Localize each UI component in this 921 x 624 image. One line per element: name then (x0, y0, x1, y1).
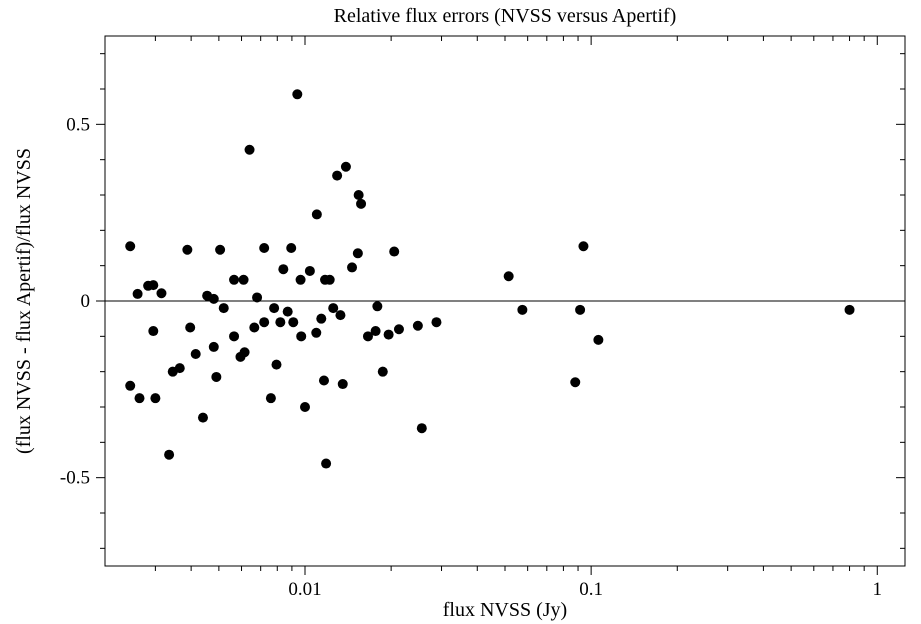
data-point (259, 317, 269, 327)
data-point (288, 317, 298, 327)
data-point (325, 275, 335, 285)
data-point (300, 402, 310, 412)
chart-container: -0.5 0 0.5 0.01 0.1 1 Relative flux errors (NV… (0, 0, 921, 624)
data-point (252, 292, 262, 302)
data-point (305, 266, 315, 276)
data-point (431, 317, 441, 327)
data-point (125, 241, 135, 251)
data-point (240, 347, 250, 357)
x-tick-label: 1 (873, 579, 883, 600)
data-point (593, 335, 603, 345)
scatter-chart: -0.5 0 0.5 0.01 0.1 1 Relative flux errors (NV… (0, 0, 921, 624)
data-point (266, 393, 276, 403)
data-point (578, 241, 588, 251)
data-point (219, 303, 229, 313)
data-point (372, 301, 382, 311)
data-point (338, 379, 348, 389)
data-point (229, 275, 239, 285)
data-point (319, 376, 329, 386)
data-point (353, 248, 363, 258)
data-point (283, 307, 293, 317)
x-tick-label: 0.1 (579, 579, 603, 600)
data-point (156, 288, 166, 298)
data-point (845, 305, 855, 315)
data-point (332, 171, 342, 181)
data-point (286, 243, 296, 253)
data-point (182, 245, 192, 255)
data-point (198, 413, 208, 423)
x-tick-label: 0.01 (288, 579, 321, 600)
chart-title: Relative flux errors (NVSS versus Aperti… (334, 5, 677, 27)
data-point (239, 275, 249, 285)
data-point (133, 289, 143, 299)
data-point (164, 450, 174, 460)
data-point (148, 280, 158, 290)
data-point (354, 190, 364, 200)
data-point (229, 331, 239, 341)
data-point (321, 459, 331, 469)
data-point (259, 243, 269, 253)
data-point (316, 314, 326, 324)
y-tick-label: 0 (81, 291, 91, 312)
data-point (356, 199, 366, 209)
data-point (245, 145, 255, 155)
data-point (570, 377, 580, 387)
data-point (150, 393, 160, 403)
data-point (335, 310, 345, 320)
data-point (211, 372, 221, 382)
data-point (394, 324, 404, 334)
data-point (125, 381, 135, 391)
data-point (575, 305, 585, 315)
data-point (517, 305, 527, 315)
y-tick-label: -0.5 (60, 468, 90, 489)
data-point (417, 423, 427, 433)
data-point (347, 262, 357, 272)
data-point (269, 303, 279, 313)
data-point (209, 294, 219, 304)
x-axis-label: flux NVSS (Jy) (443, 599, 567, 621)
data-point (249, 323, 259, 333)
data-point (504, 271, 514, 281)
data-point (389, 247, 399, 257)
data-point (135, 393, 145, 403)
data-point (296, 275, 306, 285)
y-axis-label: (flux NVSS - flux Apertif)/flux NVSS (13, 148, 35, 454)
data-point (191, 349, 201, 359)
data-point (328, 303, 338, 313)
data-point (311, 328, 321, 338)
data-point (275, 317, 285, 327)
data-point (312, 209, 322, 219)
data-point (371, 326, 381, 336)
data-point (296, 331, 306, 341)
data-point (271, 360, 281, 370)
data-point (278, 264, 288, 274)
y-tick-label: 0.5 (66, 114, 90, 135)
data-point (384, 330, 394, 340)
data-point (185, 323, 195, 333)
data-point (413, 321, 423, 331)
data-point (378, 367, 388, 377)
data-point (148, 326, 158, 336)
data-point (175, 363, 185, 373)
data-point (209, 342, 219, 352)
data-point (215, 245, 225, 255)
data-point (292, 89, 302, 99)
data-point (341, 162, 351, 172)
